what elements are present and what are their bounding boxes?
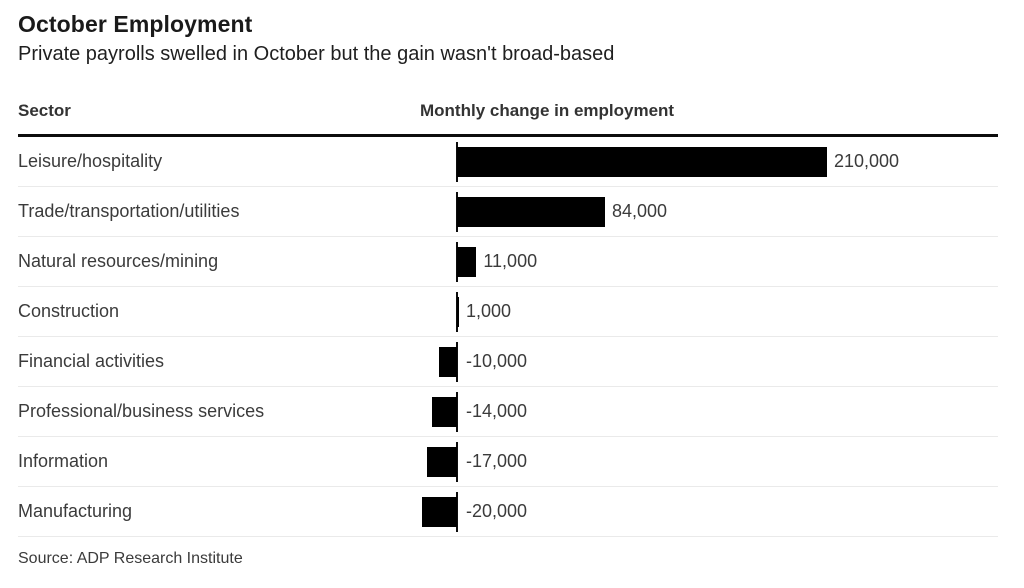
chart-row: Trade/transportation/utilities 84,000 xyxy=(18,187,998,237)
sector-label: Professional/business services xyxy=(18,401,265,421)
chart-row: Natural resources/mining 11,000 xyxy=(18,237,998,287)
bar xyxy=(432,397,457,427)
chart-row: Professional/business services -14,000 xyxy=(18,387,998,437)
value-label: -20,000 xyxy=(466,501,528,521)
sector-label: Manufacturing xyxy=(18,501,133,521)
zero-baseline xyxy=(456,392,458,432)
bar xyxy=(457,247,477,277)
bar xyxy=(457,147,827,177)
bar xyxy=(457,297,459,327)
chart-row: Financial activities -10,000 xyxy=(18,337,998,387)
chart-title: October Employment xyxy=(18,11,253,37)
sector-column-header: Sector xyxy=(18,101,71,120)
value-label: 84,000 xyxy=(612,201,668,221)
value-label: -14,000 xyxy=(466,401,528,421)
bar xyxy=(421,497,457,527)
chart-row: Construction 1,000 xyxy=(18,287,998,337)
chart-container: October Employment Private payrolls swel… xyxy=(18,0,998,568)
sector-label: Natural resources/mining xyxy=(18,251,219,271)
sector-label: Leisure/hospitality xyxy=(18,151,163,171)
chart-subtitle: Private payrolls swelled in October but … xyxy=(18,43,615,65)
bar xyxy=(457,197,605,227)
sector-label: Construction xyxy=(18,301,120,321)
value-label: 1,000 xyxy=(466,301,512,321)
zero-baseline xyxy=(456,492,458,532)
bar xyxy=(427,447,457,477)
value-label: 11,000 xyxy=(483,251,538,271)
zero-baseline xyxy=(456,342,458,382)
chart-row: Manufacturing -20,000 xyxy=(18,487,998,537)
chart-row: Leisure/hospitality 210,000 xyxy=(18,137,998,187)
value-label: -17,000 xyxy=(466,451,528,471)
zero-baseline xyxy=(456,442,458,482)
sector-label: Financial activities xyxy=(18,351,165,371)
sector-label: Information xyxy=(18,451,109,471)
sector-label: Trade/transportation/utilities xyxy=(18,201,240,221)
header-rule xyxy=(18,134,998,137)
value-label: -10,000 xyxy=(466,351,528,371)
bar xyxy=(439,347,457,377)
value-label: 210,000 xyxy=(834,151,900,171)
column-headers: Sector Monthly change in employment xyxy=(18,101,998,123)
chart-rows: Leisure/hospitality 210,000 Trade/transp… xyxy=(18,137,998,537)
source-note: Source: ADP Research Institute xyxy=(18,550,243,567)
value-column-header: Monthly change in employment xyxy=(420,101,675,120)
chart-row: Information -17,000 xyxy=(18,437,998,487)
